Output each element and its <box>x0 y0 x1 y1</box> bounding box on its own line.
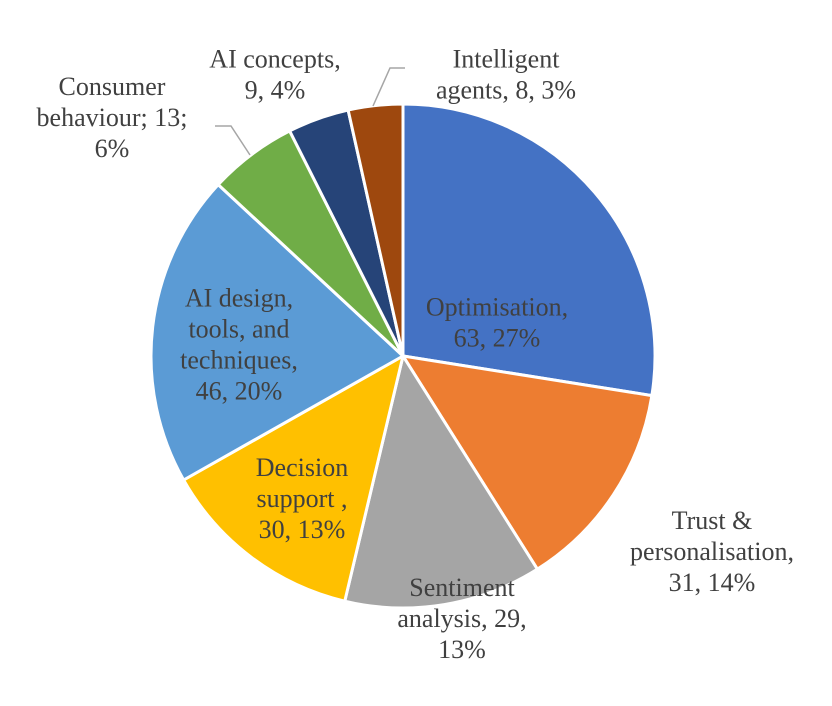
data-label-trust-personalisation: Trust & personalisation, 31, 14% <box>630 506 794 597</box>
data-label-line: Decision <box>256 453 348 482</box>
pie-slice-optimisation <box>401 102 657 398</box>
leader-line-consumer-behaviour <box>215 125 251 156</box>
pie-slice-trust-personalisation <box>401 354 654 571</box>
data-label-line: analysis, 29, <box>397 604 526 633</box>
leader-line-intelligent-agents <box>372 67 405 107</box>
data-label-optimisation: Optimisation, 63, 27% <box>426 292 568 352</box>
data-label-line: 31, 14% <box>669 568 756 597</box>
data-label-decision-support: Decision support , 30, 13% <box>256 453 348 544</box>
data-label-line: Intelligent <box>453 44 561 73</box>
data-label-line: Trust & <box>672 506 753 535</box>
data-label-line: techniques, <box>180 345 298 374</box>
data-label-line: 13% <box>438 635 486 664</box>
data-label-line: 46, 20% <box>196 376 283 405</box>
data-label-line: Consumer <box>59 72 166 101</box>
data-label-line: behaviour; 13; <box>37 103 188 132</box>
pie-slice-sentiment-analysis <box>343 354 539 610</box>
data-label-intelligent-agents: Intelligent agents, 8, 3% <box>436 44 576 104</box>
pie-slice-intelligent-agents <box>346 102 405 358</box>
data-label-ai-concepts: AI concepts, 9, 4% <box>209 44 340 104</box>
data-label-line: 30, 13% <box>259 515 346 544</box>
data-label-line: personalisation, <box>630 537 794 566</box>
data-label-consumer-behaviour: Consumer behaviour; 13; 6% <box>37 72 188 163</box>
data-label-line: 9, 4% <box>245 75 306 104</box>
data-label-line: tools, and <box>188 314 289 343</box>
data-label-line: support , <box>257 484 348 513</box>
data-label-line: Sentiment <box>409 573 515 602</box>
pie-slices <box>149 102 657 610</box>
data-label-ai-design-tools-and-techniques: AI design, tools, and techniques, 46, 20% <box>180 283 298 405</box>
leader-lines <box>215 67 405 156</box>
data-label-line: AI concepts, <box>209 44 340 73</box>
data-label-line: agents, 8, 3% <box>436 75 576 104</box>
pie-slice-decision-support <box>182 354 405 603</box>
data-label-line: Optimisation, <box>426 292 568 321</box>
data-labels: Optimisation, 63, 27% Trust & personalisati… <box>37 44 794 664</box>
data-label-sentiment-analysis: Sentiment analysis, 29, 13% <box>397 573 526 664</box>
data-label-line: 6% <box>95 134 130 163</box>
data-label-line: 63, 27% <box>454 323 541 352</box>
pie-slice-ai-design-tools-and-techniques <box>149 183 405 482</box>
data-label-line: AI design, <box>185 283 293 312</box>
